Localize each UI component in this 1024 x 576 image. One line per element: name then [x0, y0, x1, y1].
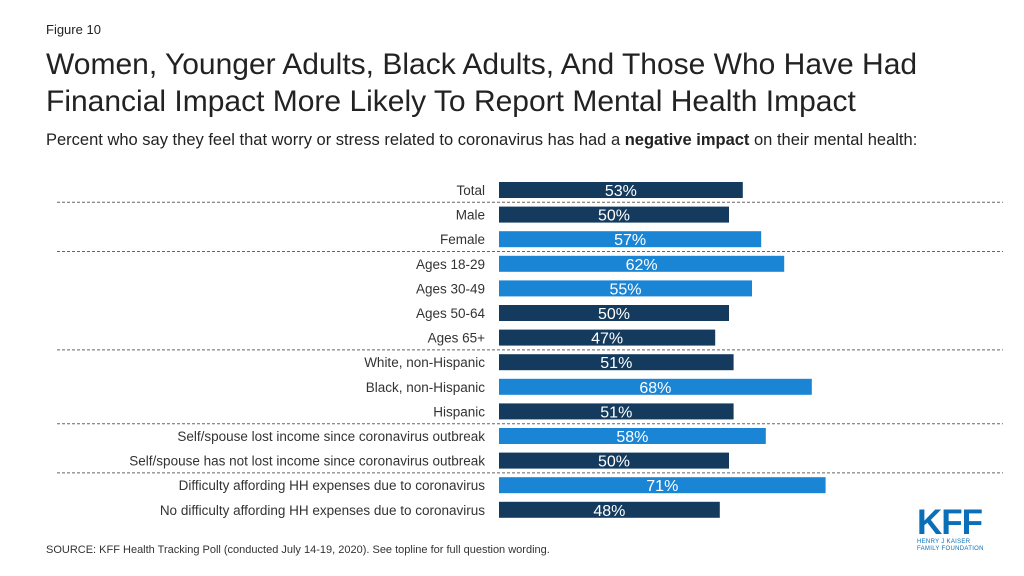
data-label: 71%	[646, 478, 678, 495]
bar	[499, 305, 729, 321]
logo-line-1: HENRY J KAISER	[917, 539, 971, 545]
figure-label: Figure 10	[46, 22, 101, 37]
data-label: 68%	[639, 380, 671, 397]
category-label: Ages 50-64	[416, 306, 486, 321]
category-label: Difficulty affording HH expenses due to …	[179, 478, 486, 493]
data-label: 58%	[616, 429, 648, 446]
bar	[499, 255, 785, 272]
bar	[499, 378, 812, 395]
bar	[499, 329, 716, 346]
category-label: Ages 65+	[428, 331, 486, 346]
category-label: Male	[456, 208, 485, 223]
chart-subtitle: Percent who say they feel that worry or …	[46, 130, 1006, 151]
chart-title: Women, Younger Adults, Black Adults, And…	[46, 48, 918, 118]
source-note: SOURCE: KFF Health Tracking Poll (conduc…	[46, 544, 550, 556]
data-label: 51%	[600, 404, 632, 421]
bar-chart: Total 53% Male 50% Female 57% Ages 18-29 62% Age…	[57, 182, 1003, 520]
bar	[499, 403, 734, 420]
category-label: White, non-Hispanic	[364, 355, 485, 370]
category-label: Ages 30-49	[416, 281, 485, 296]
subtitle-text-end: on their mental health:	[749, 131, 918, 149]
bar	[499, 206, 729, 223]
category-label: Hispanic	[433, 404, 485, 419]
data-label: 51%	[600, 355, 632, 372]
category-label: Black, non-Hispanic	[366, 380, 486, 395]
subtitle-emphasis: negative impact	[624, 131, 750, 149]
category-label: No difficulty affording HH expenses due …	[160, 503, 485, 518]
data-label: 47%	[591, 331, 623, 348]
logo-wordmark: KFF	[917, 503, 983, 542]
bar	[499, 452, 729, 469]
logo-line-2: FAMILY FOUNDATION	[917, 546, 984, 552]
category-label: Total	[456, 183, 485, 198]
data-label: 53%	[605, 183, 637, 200]
category-label: Female	[440, 232, 485, 247]
data-label: 55%	[609, 281, 641, 298]
data-label: 50%	[598, 454, 630, 471]
bar	[499, 280, 752, 297]
data-label: 62%	[626, 257, 658, 274]
data-label: 50%	[598, 208, 630, 225]
kff-logo: KFF HENRY J KAISER FAMILY FOUNDATION	[917, 503, 989, 553]
bar	[499, 501, 720, 518]
bar	[499, 182, 743, 198]
bar	[499, 354, 734, 371]
category-label: Ages 18-29	[416, 257, 485, 272]
data-label: 57%	[614, 232, 646, 249]
category-label: Self/spouse has not lost income since co…	[129, 454, 485, 469]
data-label: 48%	[593, 503, 625, 520]
data-label: 50%	[598, 306, 630, 323]
category-label: Self/spouse lost income since coronaviru…	[177, 429, 485, 444]
bar	[499, 477, 826, 494]
subtitle-text-start: Percent who say they feel that worry or …	[46, 131, 625, 149]
bar	[499, 231, 762, 248]
bar	[499, 428, 766, 444]
